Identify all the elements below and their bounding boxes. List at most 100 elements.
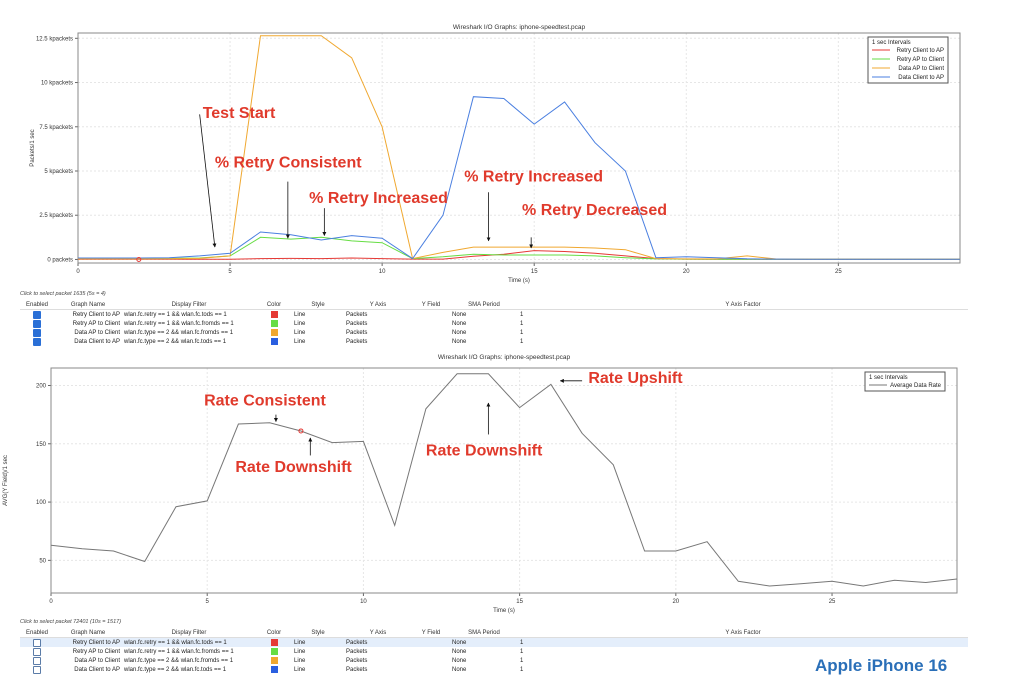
y-tick-label: 10 kpackets xyxy=(41,81,73,87)
enabled-checkbox[interactable] xyxy=(33,319,41,328)
table-row[interactable]: Retry AP to Client wlan.fc.retry == 1 && … xyxy=(20,647,968,656)
cell-y-axis: Packets xyxy=(346,657,368,664)
graph-table-top: Enabled Graph Name Display Filter Color … xyxy=(20,300,968,346)
cell-color-swatch[interactable] xyxy=(256,656,292,665)
brand-label: Apple iPhone 16 xyxy=(815,656,948,675)
color-swatch[interactable] xyxy=(270,328,278,336)
selected-point-marker xyxy=(136,256,142,262)
color-swatch[interactable] xyxy=(270,656,278,664)
cell-y-field xyxy=(412,656,450,665)
cell-color-swatch[interactable] xyxy=(256,310,292,320)
retry-data-packets-chart[interactable]: Wireshark I/O Graphs: iphone-speedtest.p… xyxy=(0,0,1024,290)
col-y-axis-factor: Y Axis Factor xyxy=(518,300,968,310)
col-enabled: Enabled xyxy=(20,300,54,310)
table-row[interactable]: Data Client to AP wlan.fc.type == 2 && wl… xyxy=(20,665,968,674)
legend-entry: Retry AP to Client xyxy=(897,57,945,63)
y-tick-label: 150 xyxy=(36,442,47,448)
enabled-checkbox[interactable] xyxy=(33,656,41,665)
cell-y-axis: Packets xyxy=(346,666,368,673)
col-graph-name: Graph Name xyxy=(54,300,122,310)
cell-style: Line xyxy=(294,338,306,345)
table-header-row: Enabled Graph Name Display Filter Color … xyxy=(20,300,968,310)
cell-color-swatch[interactable] xyxy=(256,319,292,328)
cell-color-swatch[interactable] xyxy=(256,665,292,674)
enabled-checkbox[interactable] xyxy=(33,665,41,674)
color-swatch[interactable] xyxy=(270,638,278,646)
cell-color-swatch[interactable] xyxy=(256,337,292,346)
x-tick-label: 5 xyxy=(206,599,210,605)
cell-color-swatch[interactable] xyxy=(256,328,292,337)
cell-display-filter: wlan.fc.retry == 1 && wlan.fc.fromds == … xyxy=(124,648,234,655)
cell-sma-period: None xyxy=(452,639,467,646)
cell-y-axis-factor: 1 xyxy=(520,329,524,336)
status-top: Click to select packet 1635 (5s = 4) xyxy=(20,291,106,297)
enabled-checkbox[interactable] xyxy=(33,647,41,656)
cell-checkbox[interactable] xyxy=(20,638,54,648)
cell-checkbox[interactable] xyxy=(20,319,54,328)
cell-y-field xyxy=(412,665,450,674)
y-tick-label: 200 xyxy=(36,383,47,389)
average-data-rate-chart[interactable]: Wireshark I/O Graphs: iphone-speedtest.p… xyxy=(0,0,1024,620)
table-row[interactable]: Data Client to AP wlan.fc.type == 2 && wl… xyxy=(20,337,968,346)
cell-style: Line xyxy=(294,639,306,646)
legend-box xyxy=(867,36,949,84)
plot-frame xyxy=(50,367,958,594)
cell-style: Line xyxy=(294,320,306,327)
col-y-field: Y Field xyxy=(412,628,450,638)
cell-y-axis-factor: 1 xyxy=(520,320,524,327)
y-tick-label: 12.5 kpackets xyxy=(36,36,73,42)
x-tick-label: 5 xyxy=(228,269,232,275)
legend-title: 1 sec Intervals xyxy=(869,375,908,381)
cell-color-swatch[interactable] xyxy=(256,647,292,656)
table-row[interactable]: Retry Client to AP wlan.fc.retry == 1 && … xyxy=(20,310,968,320)
x-tick-label: 20 xyxy=(683,269,690,275)
cell-y-axis-factor: 1 xyxy=(520,666,524,673)
y-tick-label: 50 xyxy=(39,558,46,564)
col-style: Style xyxy=(292,628,344,638)
color-swatch[interactable] xyxy=(270,665,278,673)
annotation-label: Rate Upshift xyxy=(588,370,683,387)
status-bottom: Click to select packet 72401 (10s = 1517… xyxy=(20,619,122,625)
cell-checkbox[interactable] xyxy=(20,328,54,337)
annotation-label: % Retry Decreased xyxy=(522,202,667,219)
cell-sma-period: None xyxy=(452,320,467,327)
series-line-0 xyxy=(50,373,958,587)
chart-title: Wireshark I/O Graphs: iphone-speedtest.p… xyxy=(453,24,586,31)
x-axis-label: Time (s) xyxy=(508,278,530,284)
table-row[interactable]: Data AP to Client wlan.fc.type == 2 && wl… xyxy=(20,328,968,337)
table-row[interactable]: Retry AP to Client wlan.fc.retry == 1 && … xyxy=(20,319,968,328)
cell-checkbox[interactable] xyxy=(20,665,54,674)
color-swatch[interactable] xyxy=(270,310,278,318)
cell-y-axis: Packets xyxy=(346,639,368,646)
enabled-checkbox[interactable] xyxy=(33,328,41,337)
series-line-3 xyxy=(78,96,960,260)
y-tick-label: 5 kpackets xyxy=(44,169,73,175)
cell-checkbox[interactable] xyxy=(20,656,54,665)
col-style: Style xyxy=(292,300,344,310)
enabled-checkbox[interactable] xyxy=(33,638,41,647)
cell-style: Line xyxy=(294,666,306,673)
enabled-checkbox[interactable] xyxy=(33,310,41,319)
color-swatch[interactable] xyxy=(270,319,278,327)
cell-display-filter: wlan.fc.type == 2 && wlan.fc.fromds == 1 xyxy=(124,329,234,336)
x-tick-label: 0 xyxy=(49,599,53,605)
x-tick-label: 25 xyxy=(829,599,836,605)
table-header-row: Enabled Graph Name Display Filter Color … xyxy=(20,628,968,638)
selected-point-marker xyxy=(298,428,304,434)
cell-y-axis-factor: 1 xyxy=(520,639,524,646)
x-tick-label: 15 xyxy=(516,599,523,605)
cell-display-filter: wlan.fc.retry == 1 && wlan.fc.tods == 1 xyxy=(124,311,227,318)
cell-sma-period: None xyxy=(452,329,467,336)
enabled-checkbox[interactable] xyxy=(33,337,41,346)
cell-checkbox[interactable] xyxy=(20,310,54,320)
table-row[interactable]: Data AP to Client wlan.fc.type == 2 && wl… xyxy=(20,656,968,665)
color-swatch[interactable] xyxy=(270,647,278,655)
x-axis-label: Time (s) xyxy=(493,608,515,614)
color-swatch[interactable] xyxy=(270,337,278,345)
cell-checkbox[interactable] xyxy=(20,337,54,346)
cell-color-swatch[interactable] xyxy=(256,638,292,648)
cell-checkbox[interactable] xyxy=(20,647,54,656)
cell-sma-period: None xyxy=(452,311,467,318)
table-row[interactable]: Retry Client to AP wlan.fc.retry == 1 && … xyxy=(20,637,968,648)
cell-y-axis: Packets xyxy=(346,338,368,345)
